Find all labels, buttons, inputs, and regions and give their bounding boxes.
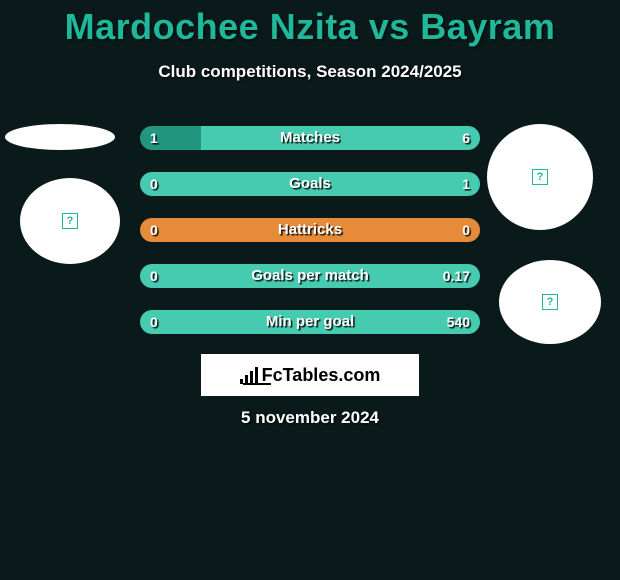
stat-label: Matches [140, 126, 480, 150]
page-subtitle: Club competitions, Season 2024/2025 [0, 62, 620, 82]
stat-label: Goals [140, 172, 480, 196]
barchart-icon [240, 366, 258, 384]
stat-row: 00Hattricks [140, 218, 480, 242]
comparison-chart: 16Matches 01Goals 00Hattricks 00.17Goals pe… [140, 126, 480, 356]
stat-label: Hattricks [140, 218, 480, 242]
stat-row: 00.17Goals per match [140, 264, 480, 288]
footer-date: 5 november 2024 [0, 408, 620, 428]
stat-row: 01Goals [140, 172, 480, 196]
placeholder-icon: ? [62, 213, 78, 229]
stat-row: 16Matches [140, 126, 480, 150]
avatar-circle-botright: ? [499, 260, 601, 344]
avatar-oval-topleft [5, 124, 115, 150]
avatar-circle-topright: ? [487, 124, 593, 230]
page-title: Mardochee Nzita vs Bayram [0, 0, 620, 48]
stat-label: Goals per match [140, 264, 480, 288]
avatar-circle-left: ? [20, 178, 120, 264]
logo-text: FcTables.com [262, 365, 381, 386]
placeholder-icon: ? [542, 294, 558, 310]
stat-row: 0540Min per goal [140, 310, 480, 334]
placeholder-icon: ? [532, 169, 548, 185]
stat-label: Min per goal [140, 310, 480, 334]
site-logo: FcTables.com [201, 354, 419, 396]
